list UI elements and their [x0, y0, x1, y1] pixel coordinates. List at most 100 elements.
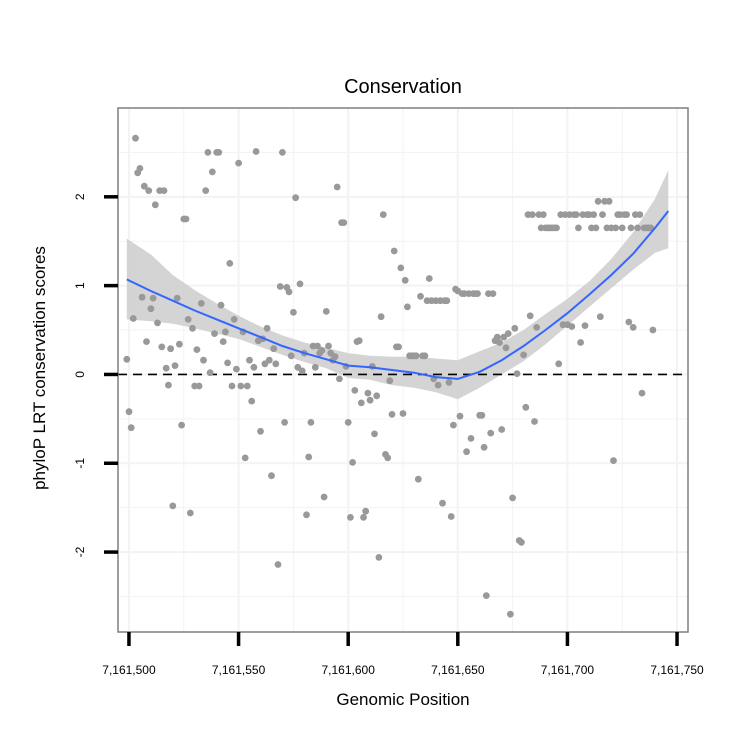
data-point: [252, 148, 260, 155]
data-point: [270, 345, 278, 353]
x-tick-label: 7,161,600: [321, 663, 375, 677]
data-point: [147, 305, 155, 313]
data-point: [186, 509, 194, 517]
data-point: [263, 324, 271, 332]
data-point: [456, 412, 464, 420]
data-point: [421, 352, 429, 360]
data-point: [377, 313, 385, 321]
data-point: [167, 345, 175, 353]
data-point: [305, 453, 313, 461]
data-point: [618, 224, 626, 232]
data-point: [129, 315, 137, 322]
data-point: [325, 342, 332, 350]
data-point: [443, 297, 451, 305]
data-point: [417, 292, 424, 300]
data-point: [539, 211, 547, 219]
data-point: [414, 475, 422, 483]
data-point: [575, 224, 582, 232]
data-point: [399, 410, 407, 417]
data-point: [285, 288, 293, 296]
data-point: [522, 403, 530, 411]
data-point: [489, 290, 497, 297]
data-point: [360, 514, 367, 521]
data-point: [636, 211, 644, 219]
data-point: [504, 330, 512, 337]
data-point: [425, 275, 433, 282]
data-point: [638, 389, 646, 397]
data-point: [281, 419, 288, 426]
data-point: [487, 429, 495, 437]
data-point: [138, 293, 146, 301]
data-point: [366, 396, 374, 404]
data-point: [195, 382, 203, 390]
data-point: [246, 356, 253, 364]
data-point: [173, 294, 181, 302]
data-point: [478, 411, 486, 419]
data-point: [182, 215, 190, 223]
data-point: [158, 343, 166, 351]
data-point: [404, 303, 411, 311]
data-point: [318, 347, 326, 354]
data-point: [649, 326, 657, 334]
smooth-trend-line: [126, 210, 670, 380]
data-point: [553, 224, 560, 232]
data-point: [531, 418, 538, 425]
data-point: [268, 472, 275, 480]
x-tick-label: 7,161,550: [212, 663, 266, 677]
data-point: [206, 369, 214, 377]
data-point: [200, 356, 207, 364]
data-point: [169, 502, 177, 510]
data-point: [347, 514, 354, 521]
x-axis-label: Genomic Position: [336, 690, 469, 709]
data-point: [572, 211, 580, 219]
data-point: [397, 264, 405, 272]
data-point: [351, 387, 359, 394]
data-point: [331, 353, 339, 361]
data-point: [136, 165, 144, 172]
data-point: [160, 187, 168, 195]
data-point: [296, 280, 304, 288]
data-point: [439, 499, 446, 507]
data-point: [165, 381, 172, 389]
y-tick-label: -2: [73, 546, 87, 557]
data-point: [336, 375, 343, 383]
data-point: [132, 134, 139, 142]
data-point: [241, 454, 249, 462]
data-point: [228, 382, 236, 390]
data-point: [349, 459, 356, 466]
data-point: [340, 219, 348, 227]
data-point: [344, 419, 352, 426]
data-point: [467, 435, 475, 442]
data-point: [189, 324, 196, 332]
data-point: [219, 338, 227, 345]
data-point: [502, 344, 510, 352]
smooth-line-layer: [126, 210, 670, 380]
x-tick-label: 7,161,500: [102, 663, 156, 677]
ticks: 7,161,500 7,161,550 7,161,600 7,161,650 7,16…: [73, 193, 704, 677]
data-point: [480, 443, 488, 451]
data-point: [555, 360, 563, 368]
data-point: [154, 319, 161, 327]
y-tick-label: 1: [73, 282, 87, 289]
data-point: [386, 377, 394, 385]
data-point: [171, 362, 179, 369]
data-point: [518, 538, 525, 546]
data-point: [612, 224, 620, 232]
data-point: [226, 260, 234, 267]
data-point: [151, 201, 159, 209]
data-point: [520, 351, 527, 359]
data-point: [298, 367, 306, 375]
data-point: [355, 337, 363, 345]
x-tick-label: 7,161,650: [431, 663, 485, 677]
data-point: [290, 308, 297, 316]
data-point: [463, 448, 470, 456]
data-point: [272, 360, 280, 368]
data-point: [625, 318, 633, 326]
x-tick-label: 7,161,750: [650, 663, 704, 677]
data-point: [375, 554, 383, 561]
data-point: [193, 346, 201, 353]
data-point: [474, 290, 481, 297]
data-point: [623, 211, 630, 219]
data-point: [224, 359, 232, 367]
